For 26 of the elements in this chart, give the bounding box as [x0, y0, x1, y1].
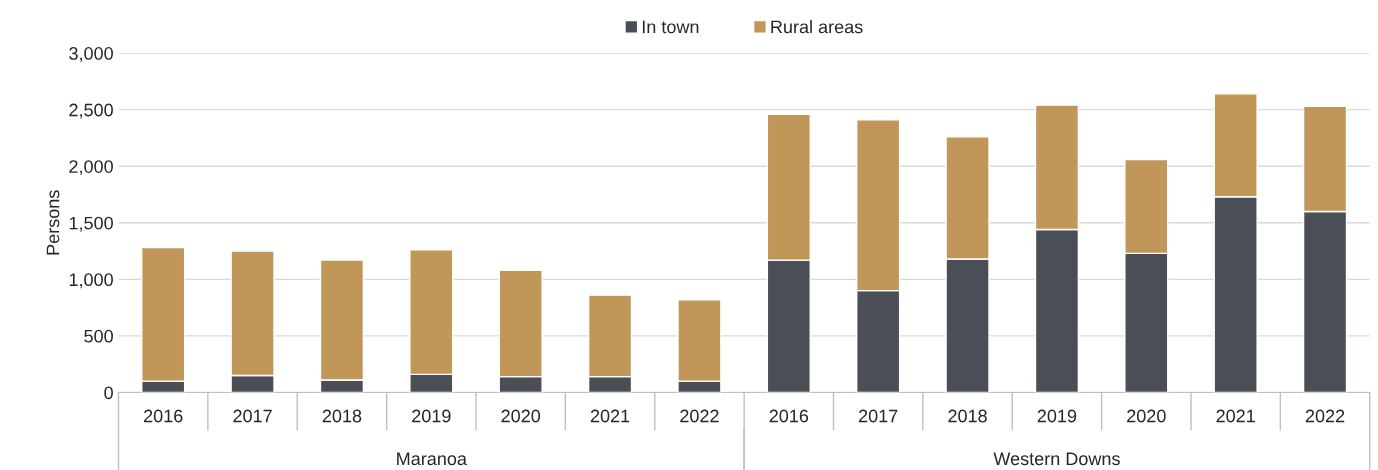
x-tick-label: 2018: [948, 409, 987, 423]
x-tick-label: 2016: [144, 409, 183, 423]
x-tick-label: 2022: [680, 409, 719, 423]
x-tick-label: 2020: [501, 409, 541, 423]
x-tick-label: 2021: [1216, 409, 1255, 423]
y-tick-label: 1,500: [69, 216, 113, 232]
x-tick-label: 2017: [233, 409, 272, 423]
y-tick-label: 3,000: [69, 47, 113, 62]
legend-label: Rural areas: [771, 20, 863, 34]
x-tick-label: 2021: [590, 409, 630, 423]
y-tick-label: 2,500: [69, 103, 113, 119]
x-tick-label: 2016: [769, 409, 809, 423]
y-tick-label: 1,000: [69, 273, 113, 289]
x-tick-label: 2022: [1305, 409, 1345, 423]
text: Western Downs: [993, 452, 1120, 466]
y-tick-label: 500: [84, 329, 113, 343]
x-tick-label: 2020: [1127, 409, 1166, 423]
x-tick-label: 2017: [859, 409, 898, 423]
x-tick-label: 2019: [412, 409, 451, 423]
x-tick-label: 2018: [322, 409, 362, 423]
text: Maranoa: [397, 452, 467, 466]
y-tick-label: 0: [104, 386, 113, 400]
x-tick-label: 2019: [1037, 409, 1077, 423]
y-axis-title: Persons: [46, 190, 60, 255]
legend-label: In town: [642, 20, 699, 34]
y-tick-label: 2,000: [69, 160, 113, 176]
